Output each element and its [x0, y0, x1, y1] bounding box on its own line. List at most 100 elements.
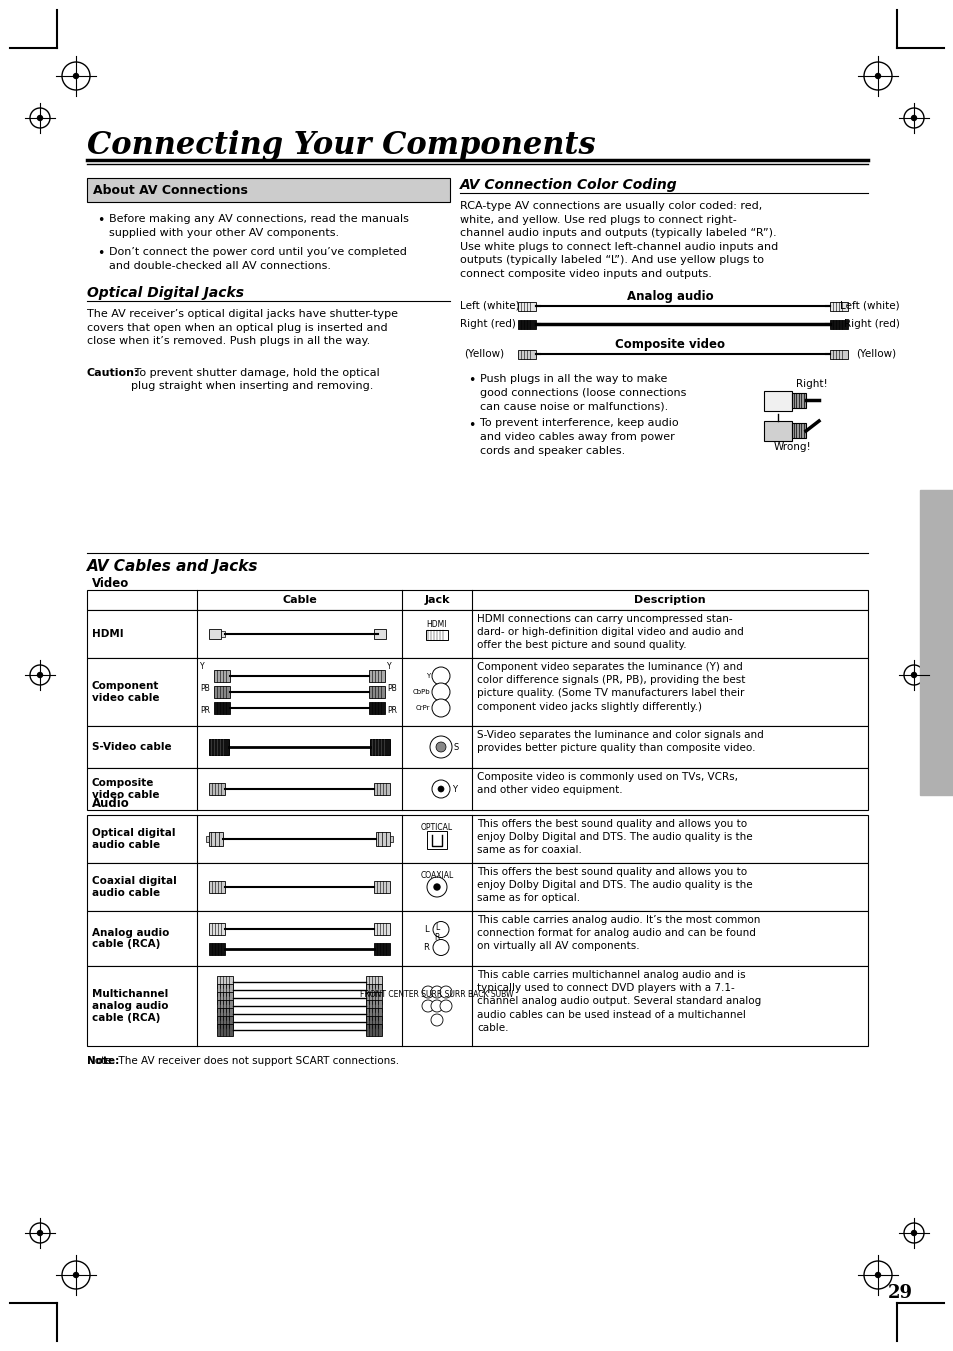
Text: Component video separates the luminance (Y) and
color difference signals (PR, PB: Component video separates the luminance … — [476, 662, 744, 712]
Text: •: • — [97, 247, 104, 259]
Bar — [213, 670, 230, 682]
Bar — [791, 393, 805, 408]
Bar — [366, 975, 381, 988]
Circle shape — [439, 986, 452, 998]
Circle shape — [430, 736, 452, 758]
Bar — [919, 490, 952, 794]
Bar — [216, 1008, 233, 1020]
Circle shape — [432, 667, 450, 685]
Bar — [369, 686, 385, 698]
Bar — [87, 178, 450, 203]
Bar — [763, 390, 791, 411]
Bar — [209, 784, 225, 794]
Text: To prevent interference, keep audio
and video cables away from power
cords and s: To prevent interference, keep audio and … — [479, 419, 678, 455]
Bar — [216, 984, 233, 996]
Bar — [374, 943, 390, 955]
Bar — [829, 319, 847, 328]
Circle shape — [431, 1000, 442, 1012]
Bar — [213, 686, 230, 698]
Bar — [366, 1016, 381, 1028]
Text: Composite
video cable: Composite video cable — [91, 778, 159, 800]
Circle shape — [436, 742, 446, 753]
Text: S-Video separates the luminance and color signals and
provides better picture qu: S-Video separates the luminance and colo… — [476, 730, 763, 754]
Text: The AV receiver’s optical digital jacks have shutter-type
covers that open when : The AV receiver’s optical digital jacks … — [87, 309, 397, 346]
Bar — [377, 631, 381, 638]
Bar — [216, 975, 233, 988]
Text: CrPr: CrPr — [416, 705, 430, 711]
Text: 29: 29 — [886, 1283, 911, 1302]
Text: OPTICAL: OPTICAL — [420, 823, 453, 832]
Circle shape — [433, 939, 449, 955]
Bar — [209, 923, 225, 935]
Text: This offers the best sound quality and allows you to
enjoy Dolby Digital and DTS: This offers the best sound quality and a… — [476, 819, 752, 855]
Text: •: • — [97, 213, 104, 227]
Text: Y: Y — [425, 673, 430, 680]
Text: Left (white): Left (white) — [459, 301, 519, 311]
Text: AV Cables and Jacks: AV Cables and Jacks — [87, 559, 258, 574]
Text: Analog audio: Analog audio — [626, 290, 713, 303]
Text: Component
video cable: Component video cable — [91, 681, 159, 703]
Text: AV Connection Color Coding: AV Connection Color Coding — [459, 178, 677, 192]
Bar — [829, 350, 847, 358]
Text: Description: Description — [634, 594, 705, 605]
Text: This offers the best sound quality and allows you to
enjoy Dolby Digital and DTS: This offers the best sound quality and a… — [476, 867, 752, 904]
Text: This cable carries multichannel analog audio and is
typically used to connect DV: This cable carries multichannel analog a… — [476, 970, 760, 1032]
Bar — [374, 923, 390, 935]
Circle shape — [437, 786, 443, 792]
Bar — [213, 703, 230, 713]
Bar — [87, 590, 867, 611]
Bar — [791, 423, 805, 438]
Bar — [87, 767, 867, 811]
Text: R: R — [423, 943, 429, 952]
Text: Audio: Audio — [91, 797, 130, 811]
Bar — [366, 1000, 381, 1012]
Text: PB: PB — [200, 684, 210, 693]
Text: CbPb: CbPb — [412, 689, 430, 694]
Bar — [829, 301, 847, 311]
Circle shape — [431, 1015, 442, 1025]
Text: Y: Y — [387, 662, 392, 671]
Text: HDMI: HDMI — [426, 620, 447, 630]
Bar — [426, 630, 448, 640]
Bar — [216, 992, 233, 1004]
Bar — [366, 1008, 381, 1020]
Circle shape — [37, 1231, 43, 1236]
Circle shape — [421, 986, 434, 998]
Bar — [517, 319, 536, 328]
Text: Right (red): Right (red) — [843, 319, 899, 330]
Circle shape — [432, 698, 450, 717]
Text: S-Video cable: S-Video cable — [91, 742, 172, 753]
Bar — [206, 836, 209, 842]
Text: •: • — [468, 374, 475, 386]
Bar — [216, 1024, 233, 1036]
Bar — [209, 739, 229, 755]
Text: HDMI connections can carry uncompressed stan-
dard- or high-definition digital v: HDMI connections can carry uncompressed … — [476, 613, 743, 650]
Text: PR: PR — [387, 707, 396, 715]
Bar — [375, 832, 390, 846]
Circle shape — [875, 73, 880, 78]
Bar — [216, 1016, 233, 1028]
Circle shape — [73, 73, 78, 78]
Bar — [366, 1024, 381, 1036]
Bar — [366, 992, 381, 1004]
Circle shape — [427, 877, 447, 897]
Circle shape — [910, 115, 916, 120]
Text: RCA-type AV connections are usually color coded: red,
white, and yellow. Use red: RCA-type AV connections are usually colo… — [459, 201, 778, 280]
Bar — [87, 658, 867, 725]
Text: Optical digital
audio cable: Optical digital audio cable — [91, 828, 175, 850]
Bar — [366, 984, 381, 996]
Text: Cable: Cable — [282, 594, 316, 605]
Text: Multichannel
analog audio
cable (RCA): Multichannel analog audio cable (RCA) — [91, 989, 169, 1023]
Text: Note: The AV receiver does not support SCART connections.: Note: The AV receiver does not support S… — [87, 1056, 398, 1066]
Circle shape — [910, 1231, 916, 1236]
Bar — [517, 350, 536, 358]
Circle shape — [432, 684, 450, 701]
Bar — [374, 881, 390, 893]
Bar — [209, 943, 225, 955]
Bar — [369, 670, 385, 682]
Circle shape — [421, 1000, 434, 1012]
Text: Connecting Your Components: Connecting Your Components — [87, 130, 595, 161]
Text: About AV Connections: About AV Connections — [92, 184, 248, 196]
Circle shape — [910, 673, 916, 677]
Bar — [87, 863, 867, 911]
